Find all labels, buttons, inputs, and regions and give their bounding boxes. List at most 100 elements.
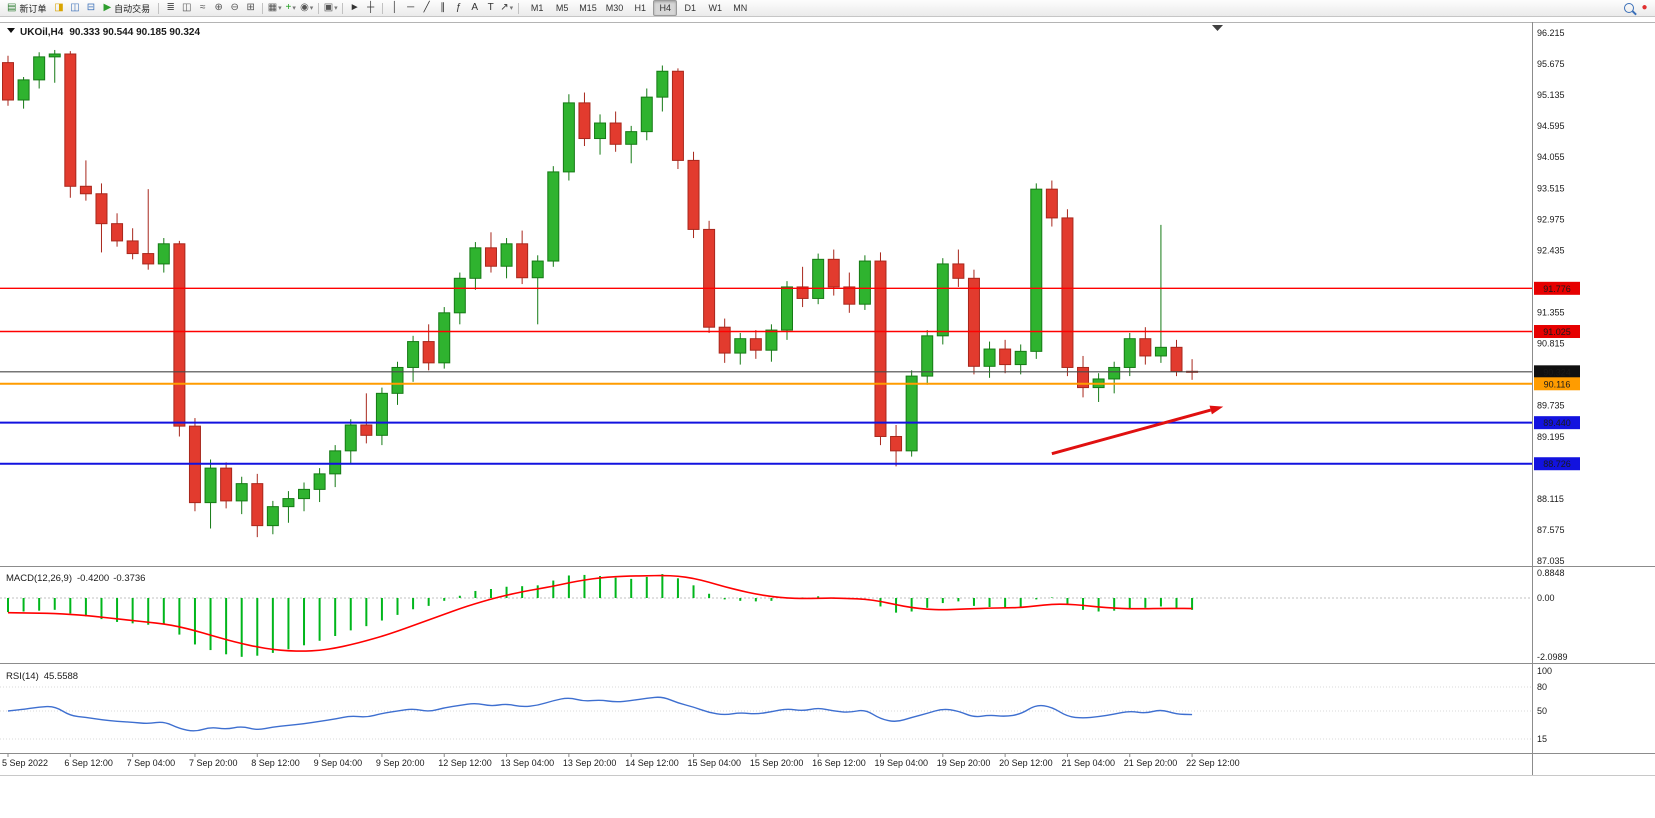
fibonacci-icon[interactable]: ƒ <box>455 2 462 13</box>
chart-shift-marker-icon[interactable] <box>1212 25 1223 31</box>
candle <box>469 242 482 290</box>
chart-title: UKOil,H4 90.333 90.544 90.185 90.324 <box>20 27 200 38</box>
search-icon[interactable] <box>1621 1 1636 16</box>
data-window-icon[interactable]: ⊟ <box>86 2 96 13</box>
timeframe-MN[interactable]: MN <box>733 3 748 13</box>
candle <box>298 482 311 512</box>
text-icon[interactable]: A <box>471 2 479 13</box>
periods-icon[interactable]: ◉ ▾ <box>300 2 314 13</box>
candle <box>111 213 124 247</box>
timeframe-H4[interactable]: H4 <box>653 0 678 16</box>
cursor-icon[interactable]: ► <box>349 2 360 13</box>
candle <box>625 125 638 164</box>
time-axis-label: 6 Sep 12:00 <box>64 758 113 768</box>
horizontal-line-icon[interactable]: ─ <box>407 2 415 13</box>
candles-layer <box>2 49 1199 538</box>
timeframe-H1[interactable]: H1 <box>634 3 646 13</box>
annotations-layer <box>1051 405 1224 456</box>
indicators-icon[interactable]: + ▾ <box>285 2 296 13</box>
candle <box>329 445 342 488</box>
bar-chart-icon[interactable]: ≣ <box>166 2 175 13</box>
templates-icon[interactable]: ▦ ▾ <box>267 2 282 13</box>
time-axis-label: 15 Sep 20:00 <box>750 758 804 768</box>
timeframe-D1[interactable]: D1 <box>684 3 696 13</box>
svg-text:91.025: 91.025 <box>1543 327 1571 337</box>
price-axis-label: 96.215 <box>1537 28 1565 38</box>
candle <box>936 258 949 345</box>
candle <box>438 307 451 369</box>
timeframe-M30[interactable]: M30 <box>605 3 624 13</box>
axes-layer: 96.215 95.675 95.135 94.595 94.055 93.515 92.9… <box>2 28 1568 768</box>
price-axis-label: 94.595 <box>1537 121 1565 131</box>
candle <box>142 189 155 270</box>
candle <box>578 92 591 147</box>
auto-trading-button[interactable]: ▶ 自动交易 <box>99 1 154 16</box>
price-badge: 88.726 <box>1534 457 1580 471</box>
timeframe-M5[interactable]: M5 <box>555 3 569 13</box>
candle <box>640 88 653 141</box>
rsi-axis-label: 15 <box>1537 734 1547 744</box>
timeframe-group: M1 M5 M15 M30 H1 H4 D1 W1 MN <box>525 0 752 16</box>
candle <box>64 51 77 198</box>
candlestick-chart-icon[interactable]: ◫ <box>181 2 192 13</box>
rsi-label: RSI(14) 45.5588 <box>6 671 78 682</box>
toolbar-separator <box>382 2 384 14</box>
crosshair-icon[interactable]: ┼ <box>367 2 375 13</box>
candle <box>531 255 544 325</box>
candle <box>812 253 825 305</box>
toolbar-separator <box>518 2 520 14</box>
line-chart-icon[interactable]: ≈ <box>199 2 206 13</box>
new-order-button[interactable]: ▤ 新订单 <box>3 1 50 16</box>
time-axis-label: 21 Sep 04:00 <box>1061 758 1115 768</box>
timeframe-W1[interactable]: W1 <box>708 3 722 13</box>
time-axis-label: 13 Sep 20:00 <box>563 758 617 768</box>
candle <box>266 500 279 535</box>
price-axis-label: 93.515 <box>1537 183 1565 193</box>
screenshot-icon[interactable]: ▣ ▾ <box>323 2 338 13</box>
grid-icon[interactable]: ⊞ <box>246 2 255 13</box>
price-badge: 91.776 <box>1534 281 1580 295</box>
price-levels-layer: 91.776 91.025 90.324 90.116 89.440 88.726 <box>0 281 1580 471</box>
candle <box>843 272 856 313</box>
notification-icon[interactable]: ● <box>1641 2 1648 13</box>
rsi-pane-area[interactable] <box>0 664 1532 753</box>
time-axis-label: 16 Sep 12:00 <box>812 758 866 768</box>
zoom-in-icon[interactable]: ⊕ <box>214 2 223 13</box>
channel-icon[interactable]: ∥ <box>440 2 446 13</box>
timeframe-M1[interactable]: M1 <box>530 3 544 13</box>
macd-axis-label: -2.0989 <box>1537 652 1568 662</box>
candle <box>890 424 903 467</box>
candle <box>1154 224 1167 363</box>
label-icon[interactable]: T <box>487 2 494 13</box>
macd-pane-area[interactable] <box>0 567 1532 662</box>
vertical-line-icon[interactable]: │ <box>391 2 398 13</box>
new-order-button-label: 新订单 <box>19 3 47 14</box>
candle <box>1014 344 1027 375</box>
time-axis-label: 19 Sep 20:00 <box>937 758 991 768</box>
trendline-icon[interactable]: ╱ <box>423 2 430 13</box>
timeframe-M15[interactable]: M15 <box>579 3 597 13</box>
time-axis-label: 7 Sep 20:00 <box>189 758 238 768</box>
price-axis-label: 91.355 <box>1537 308 1565 318</box>
market-watch-icon[interactable]: ◫ <box>70 2 80 13</box>
trend-arrow-head[interactable] <box>1209 405 1224 415</box>
trend-arrow[interactable] <box>1051 408 1212 456</box>
alerts-icon[interactable]: ◨ <box>54 2 64 13</box>
time-axis-label: 7 Sep 04:00 <box>127 758 176 768</box>
candle <box>453 272 466 325</box>
indicator-panes <box>0 574 1532 740</box>
candle <box>344 419 357 465</box>
zoom-out-icon[interactable]: ⊖ <box>230 2 239 13</box>
time-axis-label: 14 Sep 12:00 <box>625 758 679 768</box>
chart-menu-icon[interactable] <box>7 28 15 33</box>
candle <box>921 330 934 385</box>
svg-text:90.324: 90.324 <box>1543 367 1571 377</box>
candle <box>204 459 217 529</box>
chart-plot-area[interactable] <box>0 22 1532 566</box>
arrow-tools-icon[interactable]: ↗ ▾ <box>500 2 514 13</box>
rsi-axis-label: 50 <box>1537 706 1547 716</box>
candle <box>594 114 607 155</box>
candle <box>967 269 980 375</box>
toolbar-separator <box>262 2 264 14</box>
